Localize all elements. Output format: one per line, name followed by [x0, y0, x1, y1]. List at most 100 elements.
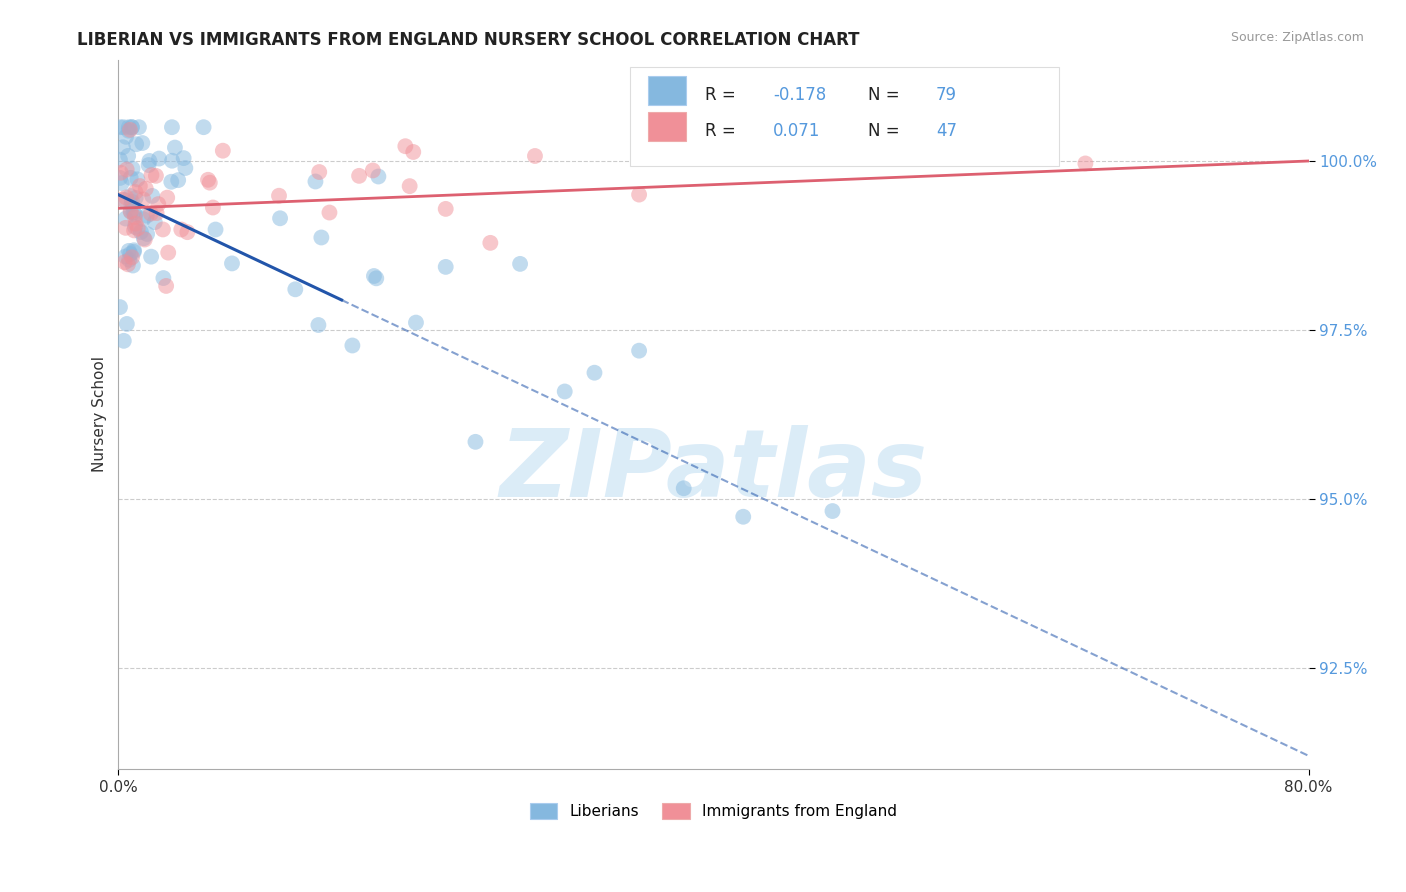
Point: [114, 211, 136, 226]
Text: 79: 79: [936, 87, 957, 104]
Point: [201, 201, 224, 215]
Point: [118, 244, 141, 258]
Point: [318, 205, 340, 219]
Point: [141, 168, 163, 182]
Point: [135, 182, 157, 196]
Point: [111, 140, 134, 154]
FancyBboxPatch shape: [648, 77, 686, 105]
Text: ZIPatlas: ZIPatlas: [499, 425, 928, 517]
Point: [173, 151, 195, 165]
Point: [267, 188, 290, 202]
Point: [115, 190, 138, 204]
Point: [117, 257, 139, 271]
Point: [138, 153, 160, 168]
Point: [112, 334, 135, 348]
Point: [363, 268, 385, 283]
Point: [134, 233, 156, 247]
Legend: Liberians, Immigrants from England: Liberians, Immigrants from England: [524, 797, 903, 825]
Point: [122, 259, 145, 273]
Point: [111, 193, 134, 207]
Point: [121, 250, 143, 264]
Point: [145, 169, 167, 183]
Point: [311, 230, 333, 244]
Point: [347, 169, 370, 183]
Point: [124, 207, 146, 221]
FancyBboxPatch shape: [648, 112, 686, 141]
Point: [157, 245, 180, 260]
Point: [120, 247, 142, 261]
Point: [170, 222, 193, 236]
Point: [167, 173, 190, 187]
Point: [139, 206, 162, 220]
Point: [402, 145, 425, 159]
Point: [479, 235, 502, 250]
Point: [141, 189, 163, 203]
Point: [128, 120, 150, 135]
Point: [120, 189, 142, 203]
Point: [120, 197, 142, 211]
Text: R =: R =: [706, 121, 741, 139]
Point: [160, 153, 183, 168]
Point: [342, 338, 364, 352]
Point: [361, 163, 384, 178]
Point: [394, 139, 416, 153]
Point: [733, 509, 755, 524]
Text: N =: N =: [868, 87, 905, 104]
Point: [193, 120, 215, 135]
Point: [211, 144, 233, 158]
Point: [145, 206, 167, 220]
Point: [108, 153, 131, 167]
Point: [124, 217, 146, 231]
Point: [129, 225, 152, 239]
Point: [160, 175, 183, 189]
Point: [464, 434, 486, 449]
Point: [114, 255, 136, 269]
Point: [132, 212, 155, 227]
Text: R =: R =: [706, 87, 741, 104]
Point: [122, 244, 145, 258]
Text: -0.178: -0.178: [773, 87, 827, 104]
Point: [124, 185, 146, 199]
Point: [110, 166, 132, 180]
Point: [108, 170, 131, 185]
Point: [628, 343, 651, 358]
Point: [284, 282, 307, 296]
Point: [127, 221, 149, 235]
Point: [122, 244, 145, 259]
Point: [117, 149, 139, 163]
Point: [124, 219, 146, 234]
Point: [117, 124, 139, 138]
Point: [122, 205, 145, 219]
Point: [138, 158, 160, 172]
Text: 47: 47: [936, 121, 957, 139]
Point: [398, 179, 420, 194]
Point: [198, 176, 221, 190]
Point: [122, 223, 145, 237]
Point: [307, 318, 329, 332]
Point: [128, 179, 150, 194]
Text: 0.071: 0.071: [773, 121, 820, 139]
Point: [174, 161, 197, 175]
Point: [367, 169, 389, 184]
Text: LIBERIAN VS IMMIGRANTS FROM ENGLAND NURSERY SCHOOL CORRELATION CHART: LIBERIAN VS IMMIGRANTS FROM ENGLAND NURS…: [77, 31, 860, 49]
Point: [125, 191, 148, 205]
Text: Source: ZipAtlas.com: Source: ZipAtlas.com: [1230, 31, 1364, 45]
FancyBboxPatch shape: [630, 67, 1059, 166]
Point: [112, 193, 135, 207]
Point: [114, 220, 136, 235]
Point: [120, 170, 142, 185]
Point: [176, 225, 198, 239]
Point: [523, 149, 546, 163]
Point: [434, 202, 457, 216]
Point: [509, 257, 531, 271]
Point: [156, 191, 179, 205]
Point: [1074, 156, 1097, 170]
Point: [366, 271, 388, 285]
Point: [121, 161, 143, 176]
Point: [628, 187, 651, 202]
Point: [269, 211, 291, 226]
Point: [118, 123, 141, 137]
Point: [111, 176, 134, 190]
Y-axis label: Nursery School: Nursery School: [93, 357, 107, 473]
Point: [135, 209, 157, 223]
